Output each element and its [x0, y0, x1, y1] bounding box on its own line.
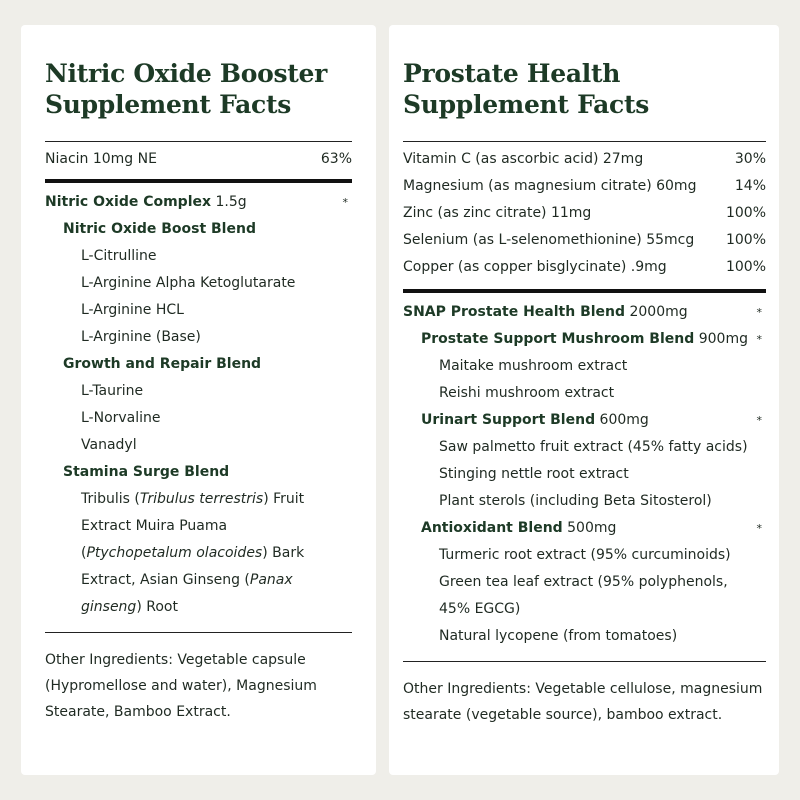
ingredient-row: Natural lycopene (from tomatoes) [439, 628, 678, 644]
panel-title: Prostate Health Supplement Facts [403, 59, 650, 119]
ingredient-row: Reishi mushroom extract [439, 385, 615, 401]
ingredient-row: Vanadyl [81, 437, 137, 453]
nutrient-row: Niacin 10mg NE 63% [45, 151, 352, 167]
ingredient-row: Tribulis (Tribulus terrestris) Fruit Ext… [81, 491, 305, 615]
ingredient-row: L-Arginine Alpha Ketoglutarate [81, 275, 296, 291]
divider [45, 632, 352, 633]
blend-row: Stamina Surge Blend [63, 464, 230, 480]
blend-row: Prostate Support Mushroom Blend 900mg * [421, 331, 762, 347]
blend-row: Antioxidant Blend 500mg * [421, 520, 762, 536]
blend-list: Nitric Oxide Complex 1.5g * Nitric Oxide … [45, 183, 352, 628]
other-ingredients: Other Ingredients: Vegetable cellulose, … [403, 681, 763, 723]
ingredient-row: L-Taurine [81, 383, 144, 399]
divider [45, 141, 352, 142]
blend-row: Urinart Support Blend 600mg * [421, 412, 762, 428]
ingredient-row: Green tea leaf extract (95% polyphenols,… [439, 574, 728, 617]
divider [403, 661, 766, 662]
blend-row: Nitric Oxide Boost Blend [63, 221, 256, 237]
thick-divider [45, 179, 352, 183]
vitamins: Niacin 10mg NE 63% [45, 142, 352, 179]
vitamins: Vitamin C (as ascorbic acid) 27mg 30% Mag… [403, 142, 766, 289]
ingredient-row: L-Arginine (Base) [81, 329, 201, 345]
ingredient-row: L-Citrulline [81, 248, 157, 264]
thick-divider [403, 289, 766, 293]
nutrient-row: Copper (as copper bisglycinate) .9mg 100% [403, 259, 766, 275]
prostate-health-facts-panel: Prostate Health Supplement Facts Vitamin … [389, 25, 779, 775]
nutrient-row: Vitamin C (as ascorbic acid) 27mg 30% [403, 151, 766, 167]
complex-row: SNAP Prostate Health Blend 2000mg * [403, 304, 762, 320]
ingredient-row: Saw palmetto fruit extract (45% fatty ac… [439, 439, 748, 455]
ingredient-row: L-Norvaline [81, 410, 161, 426]
nutrient-row: Magnesium (as magnesium citrate) 60mg 14% [403, 178, 766, 194]
ingredient-row: Turmeric root extract (95% curcuminoids) [439, 547, 731, 563]
other-ingredients: Other Ingredients: Vegetable capsule (Hy… [45, 652, 317, 720]
nutrient-row: Selenium (as L-selenomethionine) 55mcg 10… [403, 232, 766, 248]
ingredient-row: Plant sterols (including Beta Sitosterol… [439, 493, 712, 509]
blend-list: SNAP Prostate Health Blend 2000mg * Prost… [403, 293, 766, 657]
ingredient-row: L-Arginine HCL [81, 302, 184, 318]
complex-row: Nitric Oxide Complex 1.5g * [45, 194, 348, 210]
ingredient-row: Stinging nettle root extract [439, 466, 629, 482]
blend-row: Growth and Repair Blend [63, 356, 262, 372]
panel-title: Nitric Oxide Booster Supplement Facts [45, 59, 327, 119]
nitric-oxide-facts-panel: Nitric Oxide Booster Supplement Facts Nia… [21, 25, 376, 775]
ingredient-row: Maitake mushroom extract [439, 358, 628, 374]
divider [403, 141, 766, 142]
nutrient-row: Zinc (as zinc citrate) 11mg 100% [403, 205, 766, 221]
